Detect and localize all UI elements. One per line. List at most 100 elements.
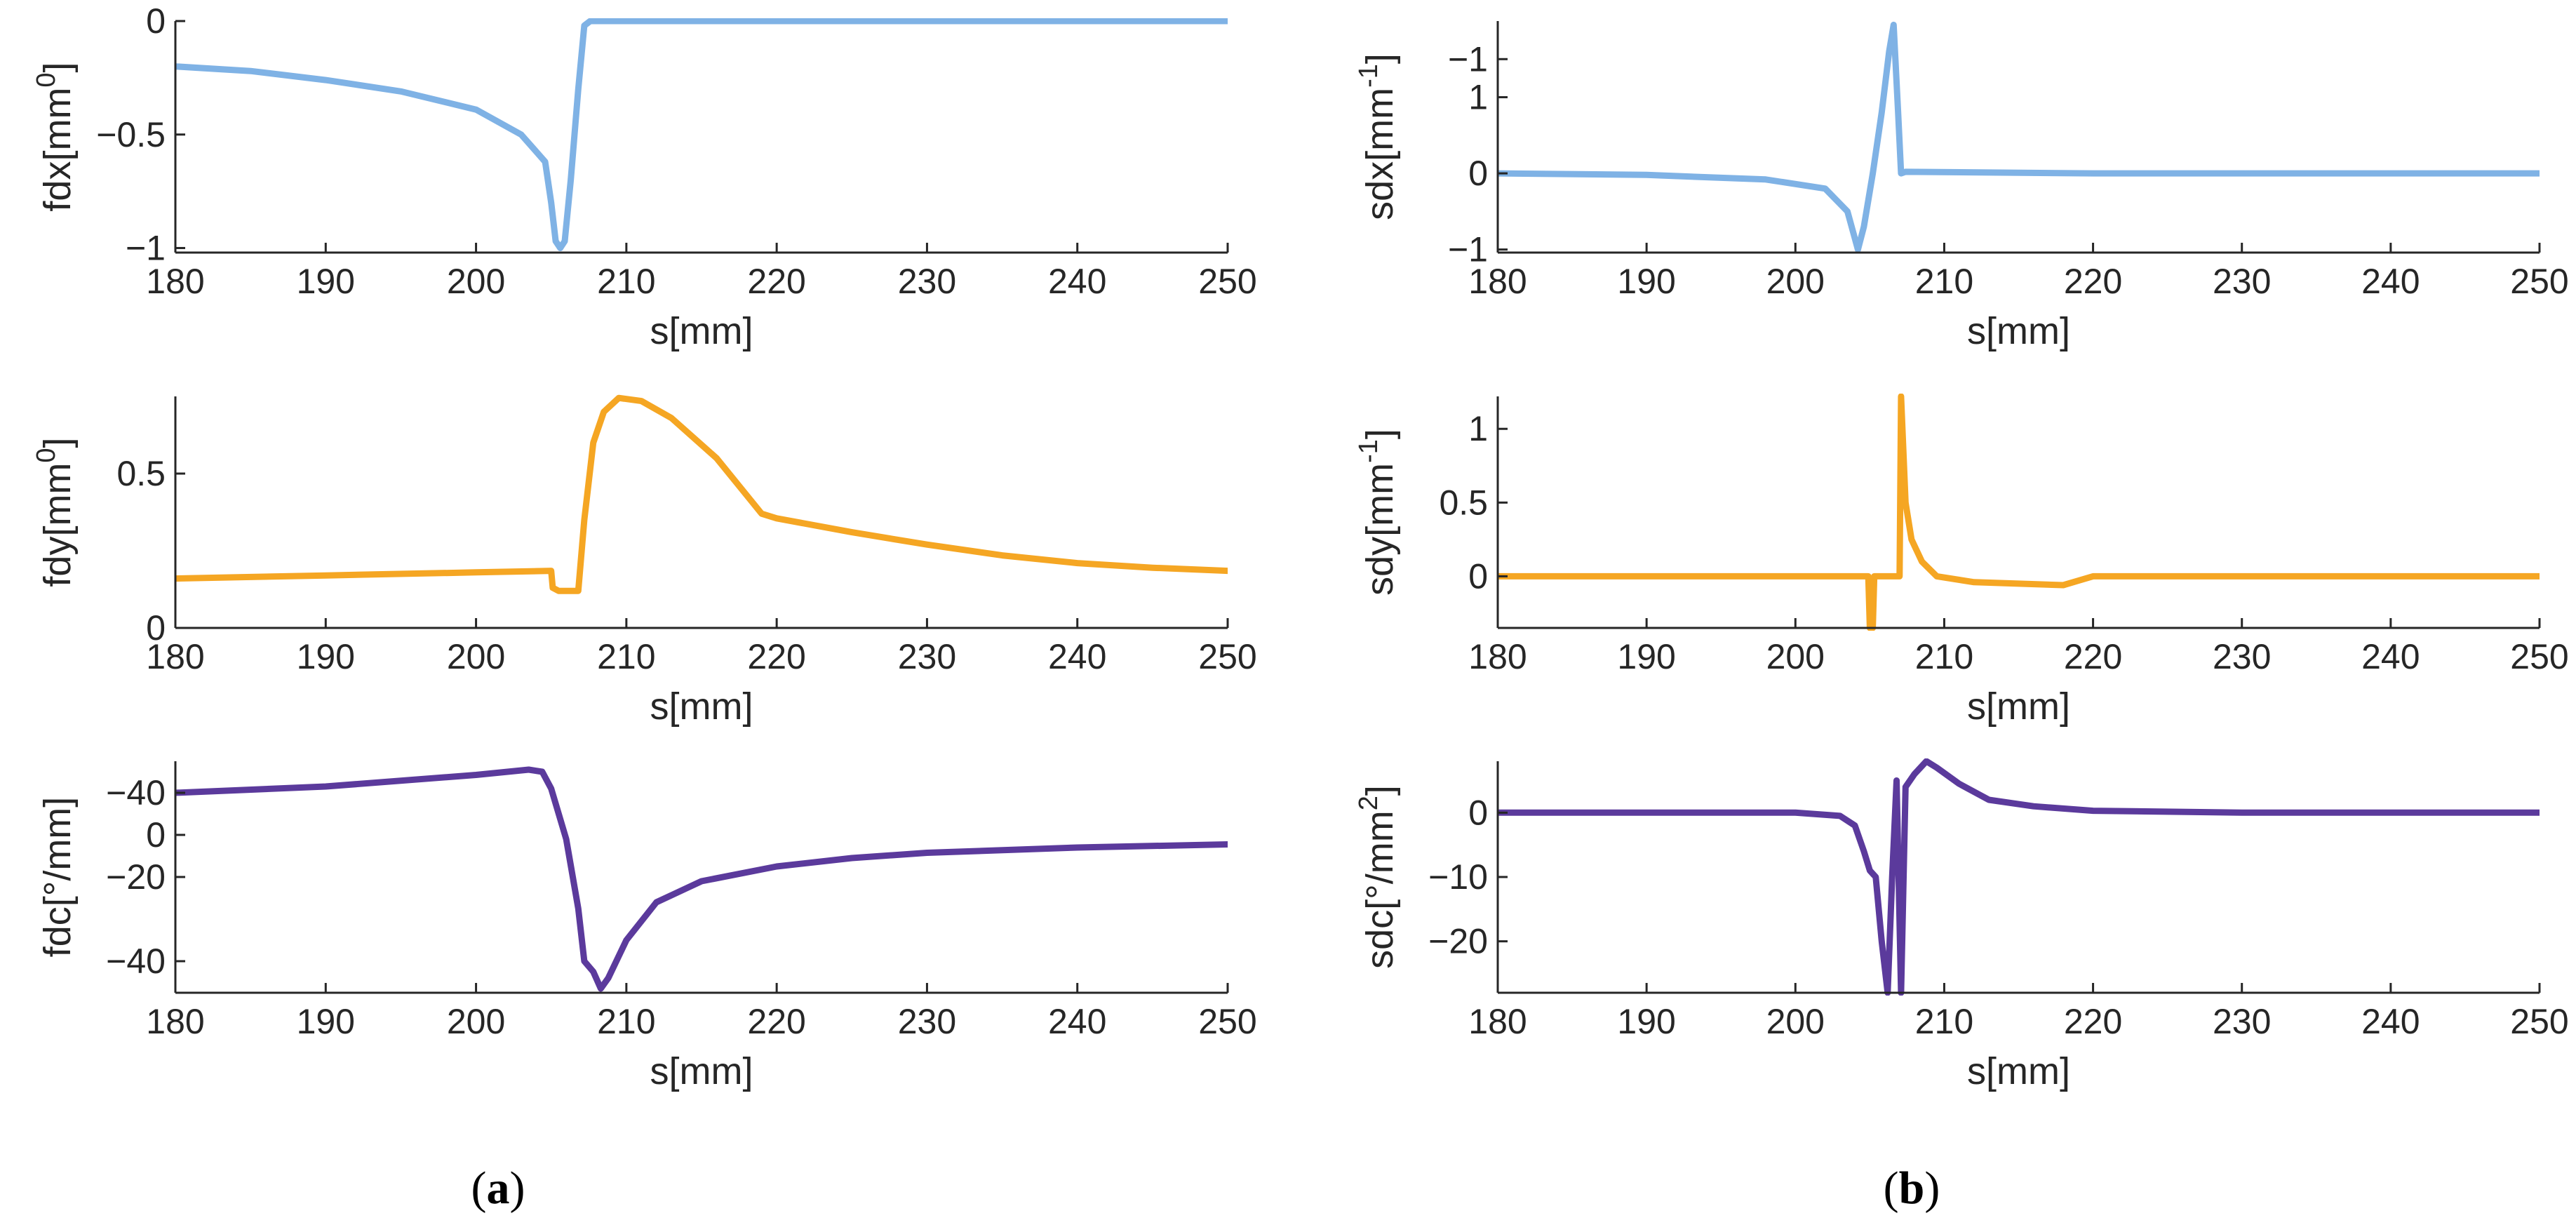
y-tick-label: −1: [1448, 39, 1488, 79]
y-tick-label: −40: [106, 942, 166, 981]
x-tick-label: 240: [1048, 637, 1106, 676]
x-tick-label: 210: [1915, 1002, 1973, 1041]
y-axis-label-base: sdy[mm: [1359, 463, 1401, 596]
plots-group: 180 190 200 210 220 230 240 250 0 −0.5 −1 s[mm] fdx[…: [32, 1, 2569, 1092]
x-tick-label: 230: [2213, 637, 2271, 676]
y-tick-label: 0.5: [1439, 483, 1488, 522]
series-line-fdy: [175, 394, 1228, 594]
x-tick-label: 220: [747, 637, 805, 676]
y-tick-label: −40: [106, 773, 166, 812]
y-tick-label: 0: [1468, 556, 1488, 596]
x-tick-label: 180: [146, 1002, 204, 1041]
x-tick-label: 240: [2361, 262, 2420, 301]
y-axis-label: fdy[mm0]: [32, 437, 79, 587]
chart-sdx: 180 190 200 210 220 230 240 250−110−1s[mm]sdx[m…: [1354, 21, 2569, 352]
x-tick-label: 190: [1617, 637, 1675, 676]
y-axis-label: sdc[°/mm2]: [1354, 785, 1401, 969]
x-tick-label: 250: [1198, 637, 1256, 676]
x-tick-label: 220: [747, 1002, 805, 1041]
x-tick-label: 240: [1048, 262, 1106, 301]
x-tick-label: 220: [2064, 262, 2122, 301]
y-tick-label: 0: [1468, 154, 1488, 193]
y-tick-label: −20: [1428, 922, 1488, 961]
x-tick-label: 200: [1766, 262, 1825, 301]
chart-sdy: 180 190 200 210 220 230 240 250 1 0.5 0 s[mm] sdy[mm…: [1354, 394, 2569, 728]
x-tick-label: 180: [1468, 262, 1527, 301]
x-tick-label: 250: [1198, 1002, 1256, 1041]
y-axis-label-sup: 0: [32, 448, 61, 462]
y-tick-label: 0.5: [116, 454, 166, 493]
y-tick-label: −10: [1428, 857, 1488, 897]
x-tick-label: 220: [2064, 1002, 2122, 1041]
panel-label-b: (b): [1884, 1163, 1940, 1214]
y-axis-label: fdx[mm0]: [32, 62, 79, 211]
x-tick-label: 190: [1617, 262, 1675, 301]
series-line-sdc: [1498, 758, 2540, 996]
y-axis-label-base: sdx[mm: [1359, 88, 1401, 220]
x-tick-label: 200: [447, 637, 505, 676]
series-line-sdx: [1498, 21, 2540, 253]
chart-sdc: 180 190 200 210 220 230 240 250 0 −10 −20 s[mm] sdc[…: [1354, 758, 2569, 1092]
x-tick-label: 190: [297, 1002, 355, 1041]
x-tick-label: 250: [2510, 262, 2568, 301]
y-axis-label-tail: ]: [36, 437, 79, 448]
y-tick-label: 0: [146, 815, 166, 855]
y-axis-label: sdy[mm-1]: [1354, 429, 1401, 596]
x-tick-label: 180: [1468, 1002, 1527, 1041]
y-tick-label: −1: [1448, 230, 1488, 269]
x-tick-label: 210: [597, 262, 655, 301]
y-tick-label: −1: [126, 229, 166, 268]
x-tick-label: 210: [1915, 262, 1973, 301]
y-axis-label-base: fdx[mm: [36, 88, 79, 212]
x-tick-label: 240: [2361, 1002, 2420, 1041]
y-axis-label-sup: -1: [1354, 439, 1383, 463]
x-tick-label: 200: [447, 1002, 505, 1041]
x-tick-label: 230: [898, 262, 956, 301]
y-axis-label-tail: ]: [1359, 53, 1401, 64]
y-axis-label: sdx[mm-1]: [1354, 53, 1401, 220]
x-tick-label: 230: [2213, 262, 2271, 301]
x-axis-label: s[mm]: [1967, 310, 2070, 352]
y-axis-label-base: fdy[mm: [36, 463, 79, 587]
x-tick-label: 190: [1617, 1002, 1675, 1041]
chart-fdy: 180 190 200 210 220 230 240 2500.50s[mm]fdy[mm0…: [32, 394, 1257, 728]
series-line-fdc: [175, 766, 1228, 992]
y-axis-label-tail: ]: [36, 62, 79, 72]
y-tick-label: 1: [1468, 409, 1488, 448]
chart-fdx: 180 190 200 210 220 230 240 250 0 −0.5 −1 s[mm] fdx[…: [32, 1, 1257, 352]
x-tick-label: 180: [1468, 637, 1527, 676]
x-tick-label: 210: [1915, 637, 1973, 676]
x-tick-label: 220: [2064, 637, 2122, 676]
y-tick-label: 0: [146, 608, 166, 648]
y-tick-label: 0: [146, 1, 166, 41]
panel-label-a: (a): [471, 1163, 525, 1214]
x-axis-label: s[mm]: [1967, 685, 2070, 728]
x-tick-label: 200: [1766, 637, 1825, 676]
y-axis-label-sup: -1: [1354, 64, 1383, 88]
x-tick-label: 190: [297, 637, 355, 676]
x-tick-label: 200: [447, 262, 505, 301]
y-axis-label: fdc[°/mm]: [36, 797, 79, 958]
y-tick-label: −0.5: [96, 115, 166, 154]
series-line-sdy: [1498, 394, 2540, 631]
x-axis-label: s[mm]: [650, 310, 753, 352]
x-tick-label: 250: [2510, 637, 2568, 676]
x-tick-label: 240: [1048, 1002, 1106, 1041]
x-tick-label: 230: [898, 637, 956, 676]
y-axis-label-tail: ]: [1359, 429, 1401, 439]
y-axis-label-base: fdc[°/mm: [36, 808, 79, 958]
x-tick-label: 180: [146, 637, 204, 676]
x-tick-label: 200: [1766, 1002, 1825, 1041]
x-tick-label: 220: [747, 262, 805, 301]
y-tick-label: −20: [106, 857, 166, 897]
x-axis-label: s[mm]: [650, 685, 753, 728]
y-axis-label-base: sdc[°/mm: [1359, 810, 1401, 969]
series-line-fdx: [175, 18, 1228, 251]
y-tick-label: 1: [1468, 78, 1488, 117]
y-axis-label-sup: 0: [32, 72, 61, 87]
x-tick-label: 210: [597, 637, 655, 676]
x-tick-label: 180: [146, 262, 204, 301]
x-tick-label: 250: [2510, 1002, 2568, 1041]
x-axis-label: s[mm]: [1967, 1050, 2070, 1092]
